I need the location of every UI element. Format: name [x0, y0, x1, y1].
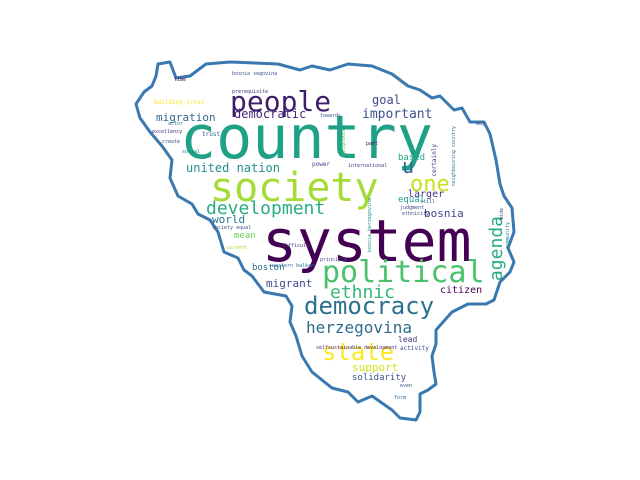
word-towards: towards — [320, 113, 342, 119]
word-people: people — [230, 85, 332, 118]
word-neighbouring-country: neighbouring country — [451, 126, 457, 187]
word-political: political — [322, 255, 485, 290]
word-time: time — [174, 77, 187, 83]
word-u: u — [402, 154, 415, 178]
word-united-nation: united nation — [186, 161, 280, 175]
word-create: create — [162, 139, 181, 145]
word-trust: trust — [202, 131, 221, 138]
word-excellency: excellency — [152, 129, 183, 135]
word-building-trust: building trust — [154, 99, 205, 106]
word-activity: activity — [400, 345, 429, 352]
word-support: support — [352, 361, 399, 374]
word-judgment: judgment — [400, 205, 425, 211]
word-certainly: certainly — [431, 144, 438, 177]
word-actor: actor — [168, 121, 184, 127]
word-difficult: difficult — [282, 243, 310, 249]
word-selfsustainable-development: selfsustainable development — [316, 345, 398, 351]
word-society: society — [210, 165, 379, 211]
word-wide: wide — [499, 208, 505, 221]
word-goal: goal — [372, 93, 401, 107]
word-principle: principle — [320, 257, 348, 263]
word-neighbour: neighbour — [341, 128, 347, 156]
word-citizen: citizen — [440, 285, 483, 296]
word-solidarity: solidarity — [352, 373, 407, 383]
word-society-equal: society equal — [212, 225, 252, 231]
word-mean: mean — [234, 231, 256, 241]
word-based: based — [398, 153, 426, 163]
word-migrant: migrant — [266, 277, 313, 290]
word-power: power — [312, 161, 331, 168]
word-important: important — [362, 107, 433, 122]
word-democratic: democratic — [234, 107, 307, 121]
word-migration: migration — [156, 111, 216, 124]
word-one: one — [410, 172, 450, 197]
word-ethnic: ethnic — [330, 282, 396, 303]
word-country: country — [180, 103, 433, 173]
word-form: form — [394, 395, 407, 401]
word-lead: lead — [398, 335, 418, 344]
word-development: development — [206, 198, 326, 219]
word-bosnia-herzegovina: bosnia herzegovina — [367, 198, 373, 253]
word-agenda: agenda — [486, 216, 507, 282]
word-prerequisite: prerequisite — [232, 89, 269, 95]
word-social: social — [182, 149, 201, 155]
word-larger: larger — [408, 189, 445, 200]
word-current: current — [226, 245, 248, 251]
word-herzegovina: herzegovina — [306, 318, 412, 337]
word-bosnia: bosnia — [424, 207, 464, 220]
word-even: even — [400, 383, 413, 389]
word-part: part — [366, 141, 379, 147]
word-state: state — [322, 338, 395, 366]
outline-border — [134, 60, 516, 422]
word-democracy: democracy — [304, 292, 435, 320]
word-community: community — [505, 222, 511, 250]
word-system: system — [262, 207, 472, 275]
word-ethnicity: ethnicity — [402, 211, 430, 217]
word-boston: boston — [252, 263, 285, 273]
word-may: may — [476, 121, 486, 127]
word-world: world — [212, 213, 246, 226]
word-equal: equal — [398, 195, 426, 205]
word-western-balkan: western balkan — [272, 263, 315, 269]
word-international: international — [348, 163, 388, 169]
word-still: still — [420, 199, 436, 205]
word-bosnia-segovina: bosnia segovina — [232, 71, 278, 77]
